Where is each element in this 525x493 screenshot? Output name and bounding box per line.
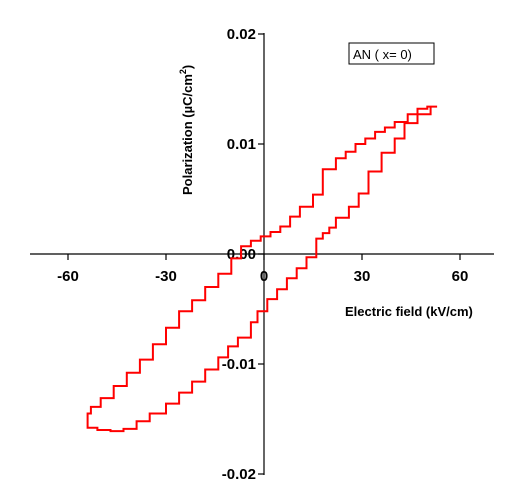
- x-tick-label: 30: [354, 268, 371, 285]
- y-axis-title-superscript: 2: [178, 69, 188, 74]
- legend-box: [348, 42, 435, 65]
- x-tick-label: 60: [452, 268, 469, 285]
- y-axis-title-end: ): [180, 65, 195, 69]
- legend-entry: AN ( x= 0): [353, 47, 412, 62]
- x-tick-label: 0: [260, 268, 268, 285]
- x-tick-label: -60: [57, 268, 79, 285]
- y-tick-label: 0.02: [227, 26, 256, 43]
- polarization-loop-line: [86, 105, 438, 433]
- x-ticks: -60 -30 0 30 60: [57, 254, 468, 285]
- y-axis-title-main: Polarization (µC/cm: [180, 74, 195, 195]
- y-tick-label: -0.02: [222, 466, 256, 483]
- y-tick-label: 0.01: [227, 136, 256, 153]
- y-axis-title: Polarization (µC/cm2): [178, 65, 195, 195]
- x-axis-title: Electric field (kV/cm): [345, 304, 473, 319]
- x-tick-label: -30: [155, 268, 177, 285]
- y-tick-label: -0.01: [222, 356, 256, 373]
- legend: AN ( x= 0): [348, 42, 435, 65]
